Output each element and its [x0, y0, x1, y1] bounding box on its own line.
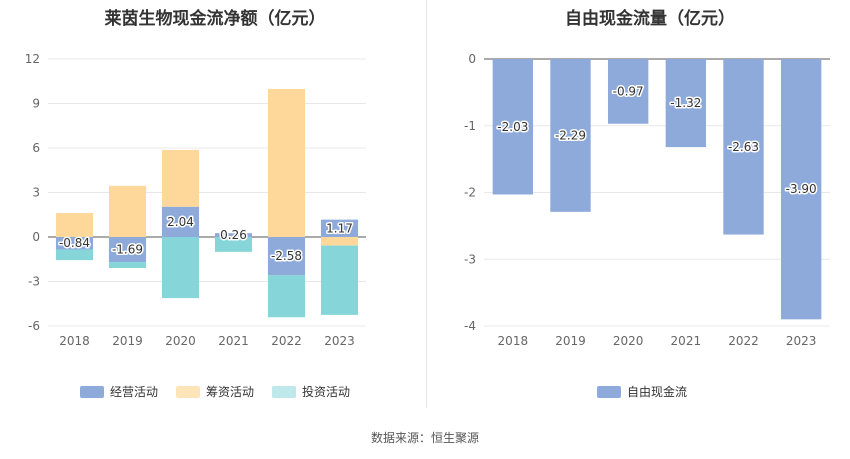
right-chart-xtick-label: 2023 — [786, 334, 817, 348]
panel-divider — [426, 0, 427, 408]
right-chart-data-label: -0.97 — [613, 84, 644, 98]
left-chart-bar-1 — [320, 219, 359, 237]
left-chart-bar-3 — [320, 245, 359, 315]
legend-swatch-investing — [272, 385, 297, 398]
left-chart-ytick-label: -6 — [28, 319, 40, 333]
left-chart-xtick-label: 2023 — [324, 334, 355, 348]
left-chart-bar-3 — [267, 275, 306, 318]
right-chart-ytick-label: -2 — [464, 186, 476, 200]
right-chart-data-label: -2.03 — [497, 120, 528, 134]
left-chart-bar-1 — [55, 237, 94, 250]
left-chart-data-label: 0.26 — [220, 228, 247, 242]
left-chart-bar-3 — [108, 262, 147, 269]
right-chart-bar-1 — [723, 59, 764, 235]
left-chart-bar-3 — [161, 237, 200, 299]
right-chart-data-label: -2.63 — [728, 140, 759, 154]
left-chart-ytick-label: 3 — [32, 186, 40, 200]
right-chart-legend: 自由现金流 — [597, 383, 687, 400]
right-chart-data-label: -3.90 — [786, 182, 817, 196]
right-chart-xtick-label: 2018 — [498, 334, 529, 348]
left-chart-data-label: -0.84 — [59, 236, 90, 250]
legend-swatch-free-cash-flow — [597, 385, 621, 398]
left-chart-data-label-halo: -2.58 — [271, 249, 302, 263]
left-chart-bar-2 — [161, 149, 200, 207]
left-chart-data-label-halo: -1.69 — [112, 243, 143, 257]
left-chart-bar-1 — [267, 237, 306, 276]
left-chart-xtick-label: 2021 — [218, 334, 249, 348]
right-chart-xtick-label: 2019 — [555, 334, 586, 348]
left-chart-bar-2 — [108, 185, 147, 237]
right-chart-bar-1 — [780, 59, 822, 320]
right-chart-bar-1 — [492, 59, 534, 195]
right-chart-data-label: -1.32 — [670, 96, 701, 110]
left-chart-ytick-label: 12 — [25, 52, 40, 66]
left-chart-bar-1 — [108, 237, 147, 263]
left-chart-ytick-label: 9 — [32, 97, 40, 111]
right-chart-xtick-label: 2021 — [671, 334, 702, 348]
right-chart-bar-1 — [607, 59, 649, 124]
right-chart-data-label-halo: -3.90 — [786, 182, 817, 196]
right-chart-ytick-label: 0 — [468, 52, 476, 66]
left-chart-bar-2 — [320, 237, 359, 246]
legend-item-operating[interactable]: 经营活动 — [80, 383, 158, 400]
legend-item-investing[interactable]: 投资活动 — [272, 383, 350, 400]
legend-label-operating: 经营活动 — [110, 385, 159, 399]
right-chart-ytick-label: -1 — [464, 119, 476, 133]
right-chart-data-label-halo: -2.03 — [497, 120, 528, 134]
right-chart-ytick-label: -3 — [464, 252, 476, 266]
left-chart-data-label-halo: 0.26 — [220, 228, 247, 242]
left-chart-legend: 经营活动 筹资活动 投资活动 — [80, 383, 350, 400]
right-chart-xtick-label: 2020 — [613, 334, 644, 348]
right-chart-data-label-halo: -2.63 — [728, 140, 759, 154]
left-chart-bar-1 — [214, 233, 253, 237]
right-chart-xtick-label: 2022 — [728, 334, 759, 348]
left-chart-bar-1 — [161, 206, 200, 237]
left-chart-data-label: 1.17 — [326, 221, 353, 235]
left-chart-bar-3 — [214, 237, 253, 252]
left-chart-data-label-halo: 1.17 — [326, 221, 353, 235]
right-chart-bar-1 — [550, 59, 591, 212]
left-chart-xtick-label: 2022 — [271, 334, 302, 348]
data-source-note: 数据来源：恒生聚源 — [370, 431, 479, 445]
left-chart-ytick-label: -3 — [28, 275, 40, 289]
legend-label-investing: 投资活动 — [302, 385, 351, 399]
left-chart-title: 莱茵生物现金流净额（亿元） — [104, 9, 326, 29]
left-chart-xtick-label: 2018 — [59, 334, 90, 348]
legend-item-financing[interactable]: 筹资活动 — [176, 383, 254, 400]
left-chart-data-label: -2.58 — [271, 249, 302, 263]
left-chart-data-label: 2.04 — [167, 215, 194, 229]
left-chart-data-label: -1.69 — [112, 243, 143, 257]
right-chart-ytick-label: -4 — [464, 319, 476, 333]
left-chart-bar-2 — [55, 212, 94, 237]
left-chart-xtick-label: 2020 — [165, 334, 196, 348]
left-chart-data-label-halo: -0.84 — [59, 236, 90, 250]
right-chart-data-label-halo: -0.97 — [613, 84, 644, 98]
legend-label-financing: 筹资活动 — [206, 385, 255, 399]
right-chart-data-label: -2.29 — [555, 128, 586, 142]
right-chart-data-label-halo: -1.32 — [670, 96, 701, 110]
legend-item-free-cash-flow[interactable]: 自由现金流 — [597, 383, 687, 400]
right-chart-bar-1 — [665, 59, 707, 148]
right-chart-data-label-halo: -2.29 — [555, 128, 586, 142]
legend-label-free-cash-flow: 自由现金流 — [627, 385, 688, 399]
left-chart-data-label-halo: 2.04 — [167, 215, 194, 229]
legend-swatch-financing — [176, 385, 201, 398]
legend-swatch-operating — [80, 385, 104, 398]
left-chart-bar-2 — [267, 88, 306, 237]
left-chart-bar-3 — [55, 249, 94, 261]
left-chart-xtick-label: 2019 — [112, 334, 143, 348]
left-chart-ytick-label: 0 — [32, 230, 40, 244]
right-chart-title: 自由现金流量（亿元） — [565, 9, 735, 29]
left-chart-ytick-label: 6 — [32, 141, 40, 155]
